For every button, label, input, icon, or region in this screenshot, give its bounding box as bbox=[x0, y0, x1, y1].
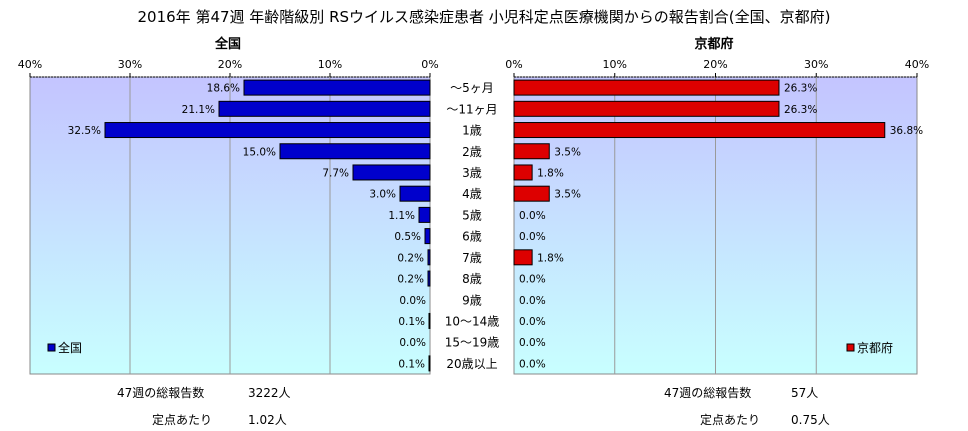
kyoto-data-label: 26.3% bbox=[784, 83, 817, 95]
kyoto-data-label: 0.0% bbox=[519, 231, 546, 243]
national-bar bbox=[427, 249, 431, 266]
kyoto-data-label: 0.0% bbox=[519, 295, 546, 307]
kyoto-legend-swatch bbox=[846, 343, 855, 352]
national-bar bbox=[279, 143, 431, 160]
national-bar bbox=[424, 228, 431, 245]
national-bar bbox=[399, 185, 431, 202]
category-label: 7歳 bbox=[462, 251, 482, 265]
category-label: 15～19歳 bbox=[445, 336, 500, 350]
national-bar bbox=[352, 164, 431, 181]
national-data-label: 0.0% bbox=[399, 295, 426, 307]
national-data-label: 1.1% bbox=[388, 210, 415, 222]
national-data-label: 0.5% bbox=[394, 231, 421, 243]
kyoto-data-label: 0.0% bbox=[519, 210, 546, 222]
kyoto-bar bbox=[513, 164, 533, 181]
national-tick-label: 30% bbox=[118, 58, 142, 71]
national-data-label: 3.0% bbox=[369, 189, 396, 201]
kyoto-data-label: 1.8% bbox=[537, 167, 564, 179]
national-legend-swatch bbox=[47, 343, 56, 352]
kyoto-bar bbox=[513, 185, 550, 202]
national-bar bbox=[104, 122, 431, 139]
national-tick-label: 40% bbox=[18, 58, 42, 71]
category-label: 10～14歳 bbox=[445, 314, 500, 328]
category-label: ～5ヶ月 bbox=[450, 81, 494, 95]
kyoto-per-site-value: 0.75人 bbox=[791, 413, 830, 427]
national-per-site-value: 1.02人 bbox=[248, 413, 287, 427]
national-data-label: 21.1% bbox=[182, 104, 215, 116]
national-data-label: 32.5% bbox=[68, 125, 101, 137]
category-label: 2歳 bbox=[462, 145, 482, 159]
kyoto-data-label: 26.3% bbox=[784, 104, 817, 116]
category-label: 1歳 bbox=[462, 124, 482, 138]
national-tick-label: 20% bbox=[218, 58, 242, 71]
national-data-label: 0.1% bbox=[398, 316, 425, 328]
national-reports-label: 47週の総報告数 bbox=[117, 386, 205, 400]
kyoto-data-label: 0.0% bbox=[519, 358, 546, 370]
category-label: 5歳 bbox=[462, 208, 482, 222]
national-per-site-label: 定点あたり bbox=[152, 413, 213, 427]
kyoto-bar bbox=[513, 122, 886, 139]
national-bar bbox=[427, 270, 431, 287]
national-tick-label: 0% bbox=[421, 58, 438, 71]
kyoto-data-label: 0.0% bbox=[519, 337, 546, 349]
category-label: 20歳以上 bbox=[446, 357, 497, 371]
national-reports-value: 3222人 bbox=[248, 386, 291, 400]
kyoto-data-label: 0.0% bbox=[519, 316, 546, 328]
national-plot: 40% 30% 20% 10% 0% 18.6% 21.1% 32.5% 15.0% 7.7% 3.… bbox=[18, 58, 439, 375]
kyoto-tick-label: 40% bbox=[905, 58, 929, 71]
kyoto-data-label: 1.8% bbox=[537, 252, 564, 264]
national-data-label: 0.0% bbox=[399, 337, 426, 349]
category-label: 8歳 bbox=[462, 272, 482, 286]
kyoto-reports-value: 57人 bbox=[791, 386, 819, 400]
kyoto-bar bbox=[513, 100, 780, 117]
national-bar bbox=[243, 79, 431, 96]
chart-title: 2016年 第47週 年齢階級別 RSウイルス感染症患者 小児科定点医療機関から… bbox=[137, 8, 831, 26]
category-labels: ～5ヶ月 ～11ヶ月 1歳 2歳 3歳 4歳 5歳 6歳 7歳 8歳 9歳 10～14歳 15～19歳 2… bbox=[445, 81, 500, 371]
kyoto-plot: 0% 10% 20% 30% 40% 26.3% 26.3% 36.8% 3.5% 1.8% 3.5… bbox=[505, 58, 929, 375]
category-label: 9歳 bbox=[462, 293, 482, 307]
kyoto-tick-label: 10% bbox=[603, 58, 627, 71]
kyoto-bar bbox=[513, 249, 533, 266]
national-tick-label: 10% bbox=[318, 58, 342, 71]
kyoto-data-label: 3.5% bbox=[554, 189, 581, 201]
national-data-label: 0.2% bbox=[397, 274, 424, 286]
kyoto-tick-label: 20% bbox=[703, 58, 727, 71]
national-data-label: 0.1% bbox=[398, 358, 425, 370]
kyoto-reports-label: 47週の総報告数 bbox=[664, 386, 752, 400]
kyoto-bar bbox=[513, 79, 780, 96]
category-label: 3歳 bbox=[462, 166, 482, 180]
kyoto-bar bbox=[513, 143, 550, 160]
kyoto-legend-label: 京都府 bbox=[857, 340, 893, 355]
kyoto-panel-title: 京都府 bbox=[694, 36, 733, 52]
national-data-label: 18.6% bbox=[207, 83, 240, 95]
national-legend-label: 全国 bbox=[58, 340, 82, 355]
kyoto-tick-label: 30% bbox=[804, 58, 828, 71]
national-data-label: 15.0% bbox=[243, 146, 276, 158]
national-data-label: 7.7% bbox=[322, 167, 349, 179]
national-bar bbox=[418, 206, 431, 223]
national-bar bbox=[428, 355, 431, 372]
kyoto-data-label: 36.8% bbox=[890, 125, 923, 137]
kyoto-per-site-label: 定点あたり bbox=[700, 413, 761, 427]
national-bar bbox=[218, 100, 431, 117]
kyoto-data-label: 0.0% bbox=[519, 274, 546, 286]
category-label: ～11ヶ月 bbox=[446, 102, 497, 116]
category-label: 6歳 bbox=[462, 230, 482, 244]
kyoto-tick-label: 0% bbox=[505, 58, 522, 71]
kyoto-data-label: 3.5% bbox=[554, 146, 581, 158]
category-label: 4歳 bbox=[462, 187, 482, 201]
national-data-label: 0.2% bbox=[397, 252, 424, 264]
national-bar bbox=[428, 312, 431, 329]
national-panel-title: 全国 bbox=[214, 36, 241, 52]
